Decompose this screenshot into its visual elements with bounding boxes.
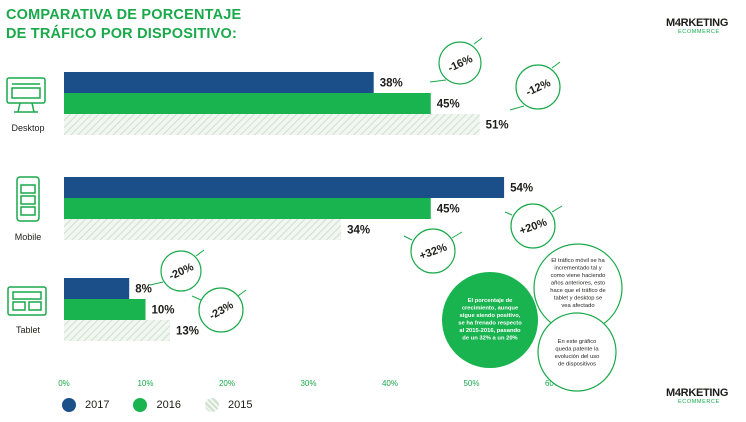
logo-main-text: M4RKETING (666, 17, 729, 29)
bar-tablet-2016 (64, 299, 146, 320)
value-label-mobile-2016: 45% (437, 204, 460, 216)
value-label-mobile-2015: 34% (347, 225, 370, 237)
note-bubble-green: El porcentaje de crecimiento, aunque sigue… (442, 272, 538, 368)
x-tick-label: 20% (219, 379, 235, 388)
annotation-mobile-2015: +32% (403, 228, 463, 274)
annotation-tablet-2017: -20% (149, 249, 205, 292)
legend-label-2017: 2017 (85, 399, 110, 411)
brand-logo-top: M4RKETING ECOMMERCE (666, 17, 729, 36)
bar-mobile-2016 (64, 198, 431, 219)
x-tick-label: 40% (382, 379, 398, 388)
bars-layer (64, 72, 505, 341)
note-text-outline-2: En este gráfico queda patente la evolución… (555, 339, 600, 368)
chart-title: COMPARATIVA DE PORCENTAJE DE TRÁFICO POR… (6, 6, 241, 44)
logo-sub-text: ECOMMERCE (678, 29, 720, 35)
legend-label-2016: 2016 (156, 399, 181, 411)
value-label-tablet-2015: 13% (176, 326, 199, 338)
annotation-desktop-2017: -16% (429, 37, 483, 85)
legend-item-2015: 2015 (204, 398, 253, 412)
legend-label-2015: 2015 (227, 399, 253, 411)
desktop-icon (6, 77, 46, 113)
category-label-mobile: Mobile (15, 232, 42, 242)
logo-sub-text: ECOMMERCE (678, 399, 720, 405)
value-labels-layer: 38% 45% 51% 54% 45% 34% 8%10%13% (135, 78, 533, 338)
x-axis-ticks: 0% 10% 20% 30% 40% 50% 60% (58, 379, 561, 388)
bar-mobile-2017 (64, 177, 505, 198)
bar-desktop-2016 (64, 93, 431, 114)
chart-legend: 2017 2016 2015 (62, 398, 276, 412)
bar-desktop-2017 (64, 72, 374, 93)
brand-logo-bottom: M4RKETING ECOMMERCE (666, 387, 729, 406)
note-text-green: El porcentaje de crecimiento, aunque sigue… (458, 298, 522, 342)
value-label-tablet-2017: 8% (135, 284, 152, 296)
note-bubble-outline-2: En este gráfico queda patente la evolución… (537, 312, 617, 392)
legend-item-2017: 2017 (62, 398, 109, 412)
note-bubble-outline-1: El tráfico móvil se ha incrementado tal y… (533, 243, 623, 333)
annotation-tablet-2016: -23% (191, 287, 247, 333)
legend-swatch-2016 (133, 398, 148, 412)
bar-desktop-2015 (64, 114, 480, 135)
bar-tablet-2015 (64, 320, 170, 341)
value-label-tablet-2016: 10% (152, 305, 175, 317)
annotation-mobile-2016: +20% (504, 203, 563, 249)
logo-main-text: M4RKETING (666, 387, 729, 399)
tablet-icon (7, 286, 47, 316)
bar-mobile-2015 (64, 219, 342, 240)
value-label-desktop-2016: 45% (437, 99, 460, 111)
category-label-desktop: Desktop (11, 123, 44, 133)
x-tick-label: 60% (545, 379, 561, 388)
annotation-desktop-2016: -12% (509, 61, 561, 111)
bar-tablet-2017 (64, 278, 130, 299)
value-label-desktop-2015: 51% (486, 120, 509, 132)
x-tick-label: 0% (58, 379, 70, 388)
mobile-icon (16, 176, 40, 222)
category-label-tablet: Tablet (16, 325, 41, 335)
legend-swatch-2015 (204, 398, 219, 412)
chart-title-line-2: DE TRÁFICO POR DISPOSITIVO: (6, 26, 237, 42)
x-tick-label: 10% (137, 379, 153, 388)
value-label-desktop-2017: 38% (380, 78, 403, 90)
note-text-outline-1: El tráfico móvil se ha incrementado tal y… (550, 258, 605, 309)
x-tick-label: 50% (463, 379, 479, 388)
chart-title-line-1: COMPARATIVA DE PORCENTAJE (6, 7, 242, 23)
legend-item-2016: 2016 (133, 398, 181, 412)
value-label-mobile-2017: 54% (510, 183, 533, 195)
legend-swatch-2017 (62, 398, 76, 412)
x-tick-label: 30% (300, 379, 316, 388)
